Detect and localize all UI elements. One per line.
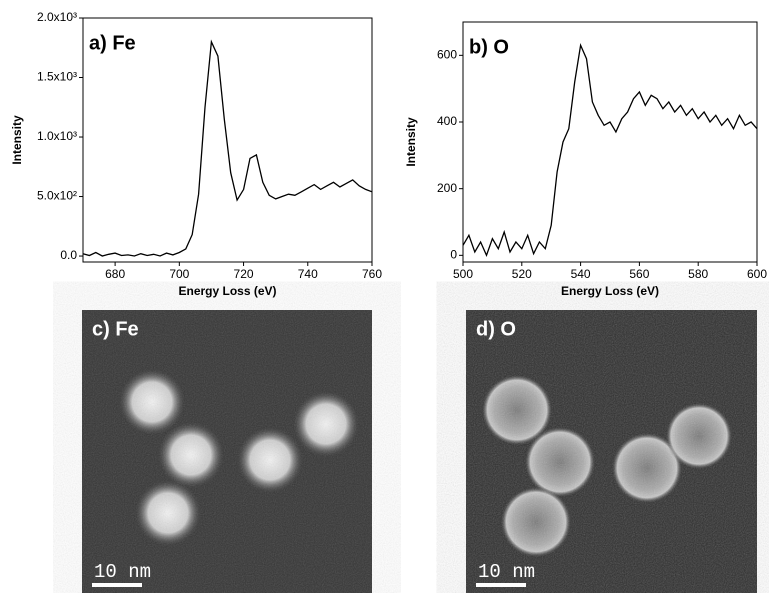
y-axis-title: Intensity (10, 115, 24, 165)
x-tick-label: 560 (629, 267, 649, 281)
plot-frame (462, 21, 758, 263)
panel-label: b) O (469, 36, 509, 58)
y-tick-label: 0 (450, 248, 457, 262)
y-tick-label: 200 (437, 181, 457, 195)
image-label: c) Fe (92, 318, 139, 340)
panel-label: a) Fe (89, 32, 136, 54)
image-fe: c) Fe 10 nm (82, 310, 372, 593)
y-axis-title: Intensity (404, 117, 418, 167)
plot-frame (82, 17, 373, 263)
y-tick-label: 1.0x10³ (37, 129, 77, 143)
image-label: d) O (476, 318, 516, 340)
spectrum-line (82, 39, 373, 257)
x-tick-label: 720 (234, 267, 254, 281)
y-tick-label: 5.0x10² (37, 189, 77, 203)
x-tick-label: 600 (747, 267, 767, 281)
x-tick-label: 540 (571, 267, 591, 281)
y-tick-label: 1.5x10³ (37, 70, 77, 84)
y-tick-label: 0.0 (60, 248, 77, 262)
y-tick-label: 2.0x10³ (37, 10, 77, 24)
x-axis-title: Energy Loss (eV) (561, 284, 659, 298)
spectrum-line (462, 43, 758, 258)
scale-bar-label: 10 nm (94, 561, 151, 583)
y-tick-label: 400 (437, 114, 457, 128)
x-tick-label: 700 (169, 267, 189, 281)
x-axis-title: Energy Loss (eV) (178, 284, 276, 298)
image-o: d) O 10 nm (466, 310, 757, 593)
y-tick-label: 600 (437, 48, 457, 62)
x-tick-label: 580 (688, 267, 708, 281)
x-tick-label: 740 (298, 267, 318, 281)
x-tick-label: 760 (362, 267, 382, 281)
scale-bar-label: 10 nm (478, 561, 535, 583)
x-tick-label: 520 (512, 267, 532, 281)
x-tick-label: 680 (105, 267, 125, 281)
x-tick-label: 500 (453, 267, 473, 281)
